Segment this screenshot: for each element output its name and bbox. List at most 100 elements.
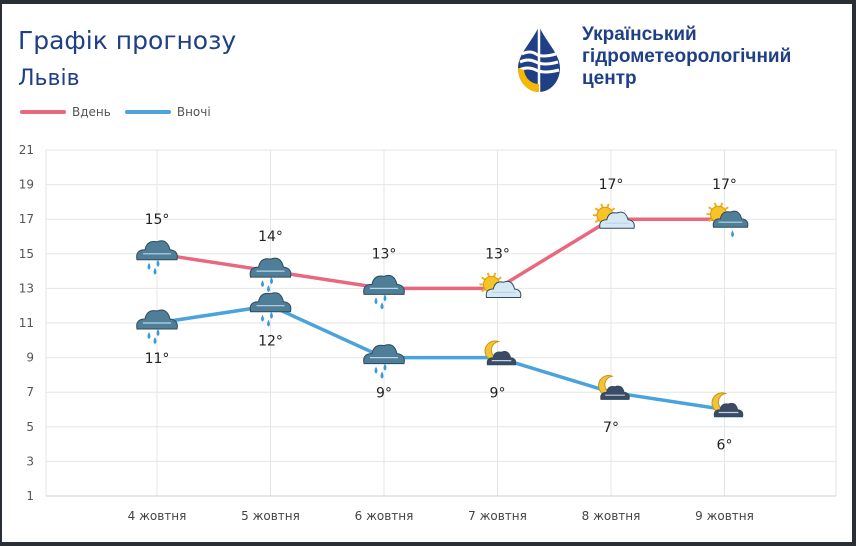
sun-ray xyxy=(486,272,490,278)
chart-legend: Вдень Вночі xyxy=(20,105,225,119)
y-tick-label: 15 xyxy=(19,247,34,261)
night-data-label: 9° xyxy=(490,386,506,402)
legend-label-night: Вночі xyxy=(176,105,211,119)
rain-cloud-icon xyxy=(249,257,292,293)
y-tick-label: 1 xyxy=(26,489,34,503)
day-data-label: 15° xyxy=(145,212,170,228)
water-drop-logo xyxy=(518,26,560,92)
cloud-shape xyxy=(600,385,630,400)
x-tick-label: 8 жовтня xyxy=(582,509,641,523)
sun-rain-cloud-icon xyxy=(706,202,749,238)
rain-drop xyxy=(267,285,270,293)
sun-ray xyxy=(713,202,717,207)
x-tick-label: 6 жовтня xyxy=(355,509,414,523)
sun-ray xyxy=(493,272,497,278)
rain-drop xyxy=(270,311,273,319)
sun-ray xyxy=(481,288,486,293)
cloud-shape xyxy=(249,292,292,313)
rain-drop xyxy=(374,366,378,374)
legend-label-day: Вдень xyxy=(72,105,111,119)
sun-ray xyxy=(481,276,486,281)
day-data-label: 14° xyxy=(258,229,283,245)
x-tick-label: 5 жовтня xyxy=(241,509,300,523)
y-tick-label: 13 xyxy=(19,281,34,295)
rain-drop xyxy=(156,329,160,336)
rain-cloud-icon xyxy=(136,309,178,344)
moon-cloud-icon xyxy=(598,375,630,400)
chart-points: 15° 14° 13° 13° 17° 17° 11° 12° 9° 9° 7° 6° xyxy=(136,177,749,454)
y-tick-label: 11 xyxy=(19,316,34,330)
cloud-shape xyxy=(136,309,178,330)
cloud-shape xyxy=(712,210,749,228)
rain-drop xyxy=(267,319,270,327)
legend-item-day[interactable]: Вдень xyxy=(20,105,111,119)
y-tick-label: 17 xyxy=(19,212,34,226)
rain-drop xyxy=(147,262,151,270)
sun-ray xyxy=(724,206,729,211)
night-data-label: 11° xyxy=(145,351,170,367)
night-data-label: 12° xyxy=(258,334,283,350)
x-tick-label: 7 жовтня xyxy=(468,509,527,523)
rain-cloud-icon xyxy=(363,274,405,310)
y-tick-label: 3 xyxy=(26,454,34,468)
cloud-shape xyxy=(249,257,292,278)
rain-drop xyxy=(156,259,160,267)
sun-ray xyxy=(594,207,600,212)
night-data-label: 6° xyxy=(717,438,733,454)
cloud-shape xyxy=(363,344,405,365)
moon-cloud-icon xyxy=(484,340,517,366)
day-series-line xyxy=(156,217,725,291)
rain-drop xyxy=(147,332,151,339)
sun-ray xyxy=(708,206,713,211)
cloud-shape xyxy=(363,274,405,295)
rain-drop xyxy=(374,297,378,305)
rain-drop xyxy=(261,314,264,322)
rain-drop xyxy=(380,302,384,310)
night-data-label: 9° xyxy=(376,386,392,402)
legend-swatch-night xyxy=(124,110,171,114)
cloud-shape xyxy=(486,351,517,366)
sun-ray xyxy=(600,203,604,208)
rain-cloud-icon xyxy=(136,240,178,275)
brand-block: Український гідрометеорологічний центр xyxy=(514,24,842,94)
rain-cloud-icon xyxy=(363,344,405,379)
moon-cloud-icon xyxy=(711,392,744,418)
y-tick-label: 19 xyxy=(19,178,34,192)
day-data-label: 17° xyxy=(599,177,624,193)
forecast-card xyxy=(2,4,852,542)
cloud-shape xyxy=(485,280,522,298)
y-tick-label: 7 xyxy=(26,385,34,399)
sun-cloud-icon xyxy=(479,272,522,298)
city-name: Львів xyxy=(18,66,80,91)
legend-item-night[interactable]: Вночі xyxy=(124,105,211,119)
y-tick-label: 5 xyxy=(26,420,34,434)
sun-ray xyxy=(606,203,610,208)
rain-drop xyxy=(153,337,157,344)
rain-drop xyxy=(383,294,387,302)
sun-ray xyxy=(708,218,713,223)
brand-name: Український гідрометеорологічний центр xyxy=(582,24,792,89)
rain-drop xyxy=(261,280,264,288)
sun-cloud-icon xyxy=(593,203,635,229)
sun-ray xyxy=(610,207,616,212)
day-data-label: 17° xyxy=(712,177,737,193)
sun-ray xyxy=(497,276,502,281)
cloud-shape xyxy=(136,240,178,261)
rain-cloud-icon xyxy=(249,292,292,327)
sun-ray xyxy=(594,219,600,224)
day-data-label: 13° xyxy=(485,246,510,262)
rain-drop xyxy=(731,230,734,238)
x-tick-label: 9 жовтня xyxy=(695,509,754,523)
chart-lines xyxy=(156,217,725,412)
sun-ray xyxy=(720,202,724,207)
rain-drop xyxy=(380,371,384,379)
y-tick-label: 9 xyxy=(26,351,34,365)
night-data-label: 7° xyxy=(603,420,619,436)
y-tick-label: 21 xyxy=(19,143,34,157)
page-title: Графік прогнозу xyxy=(18,26,237,55)
rain-drop xyxy=(153,267,157,275)
cloud-shape xyxy=(713,402,744,418)
cloud-shape xyxy=(599,211,635,229)
